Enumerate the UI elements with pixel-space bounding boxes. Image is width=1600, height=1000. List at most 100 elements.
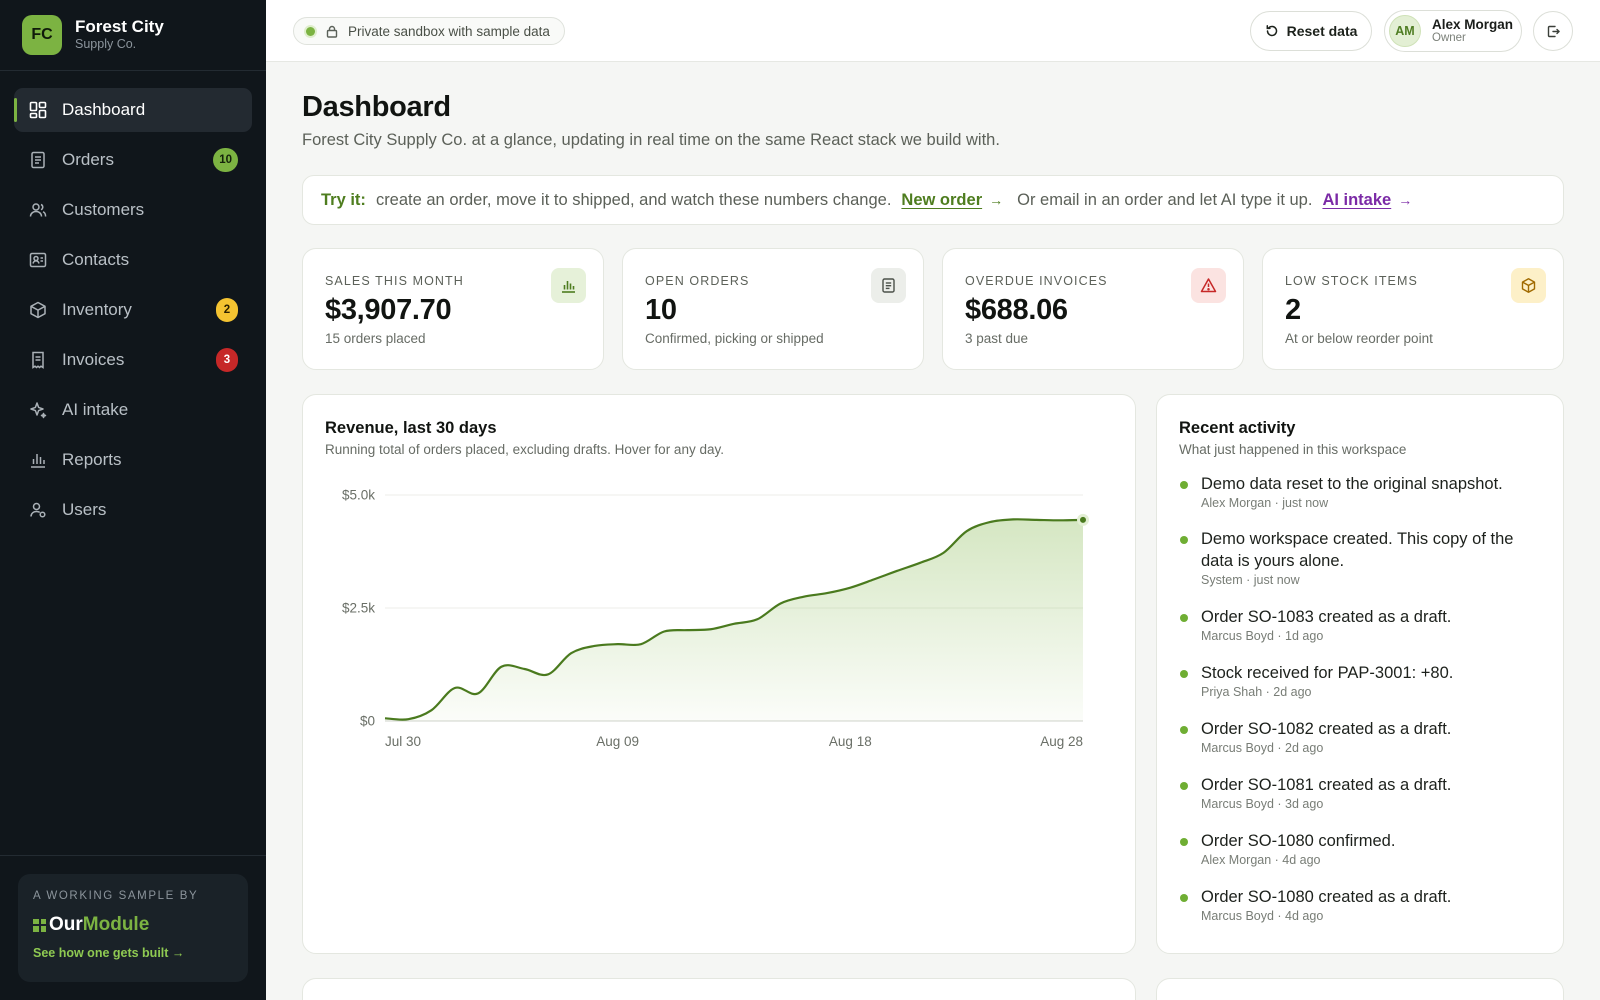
sidebar-item-ai-intake[interactable]: AI intake (14, 388, 252, 432)
activity-subtitle: What just happened in this workspace (1179, 442, 1407, 457)
data-point[interactable] (681, 624, 693, 636)
ai-intake-link[interactable]: AI intake (1322, 190, 1392, 209)
y-tick-label: $2.5k (342, 601, 375, 616)
activity-panel: Recent activity What just happened in th… (1156, 394, 1564, 954)
activity-item: Order SO-1080 confirmed. Alex Morgan · 4… (1179, 830, 1539, 867)
reset-icon (1266, 25, 1277, 37)
x-tick-label: Aug 18 (829, 734, 872, 749)
data-point[interactable] (426, 704, 438, 716)
data-point[interactable] (984, 516, 996, 528)
data-point[interactable] (821, 587, 833, 599)
stat-card-overdue-invoices[interactable]: OVERDUE INVOICES $688.06 3 past due (942, 248, 1244, 370)
brand-logo[interactable]: FC (22, 15, 62, 55)
sidebar-item-contacts[interactable]: Contacts (14, 238, 252, 282)
activity-text: Order SO-1083 created as a draft. (1201, 608, 1452, 626)
activity-text: Order SO-1081 created as a draft. (1201, 776, 1452, 794)
data-point[interactable] (728, 618, 740, 630)
data-point[interactable] (961, 525, 973, 537)
data-point[interactable] (914, 557, 926, 569)
stat-value: $688.06 (965, 294, 1068, 326)
data-point[interactable] (588, 640, 600, 652)
y-tick-label: $5.0k (342, 488, 375, 503)
bullet-dot-icon (1180, 536, 1188, 544)
contacts-icon (28, 250, 48, 270)
activity-meta: System · just now (1201, 573, 1300, 587)
data-point[interactable] (495, 661, 507, 673)
dashboard-icon (28, 100, 48, 120)
try-it-lead: Try it: (321, 190, 366, 209)
try-it-banner: Try it: create an order, move it to ship… (302, 175, 1564, 225)
ourmodule-logo[interactable]: Our Module (33, 914, 233, 936)
brand: FC Forest City Supply Co. (0, 0, 266, 71)
data-point[interactable] (449, 682, 461, 694)
data-point[interactable] (472, 687, 484, 699)
sidebar-item-dashboard[interactable]: Dashboard (14, 88, 252, 132)
stat-card-low-stock[interactable]: LOW STOCK ITEMS 2 At or below reorder po… (1262, 248, 1564, 370)
orders-count-badge: 10 (213, 148, 238, 172)
revenue-subtitle: Running total of orders placed, excludin… (325, 442, 724, 457)
warning-icon (1191, 268, 1226, 303)
avatar: AM (1389, 15, 1421, 47)
bullet-dot-icon (1180, 726, 1188, 734)
reset-data-label: Reset data (1286, 23, 1358, 39)
inventory-icon (28, 300, 48, 320)
data-point[interactable] (844, 582, 856, 594)
user-menu[interactable]: AM Alex Morgan Owner (1384, 10, 1522, 52)
box-icon (1511, 268, 1546, 303)
stat-note: At or below reorder point (1285, 331, 1433, 346)
data-point[interactable] (1030, 514, 1042, 526)
sidebar-item-reports[interactable]: Reports (14, 438, 252, 482)
data-point[interactable] (1054, 514, 1066, 526)
page-title: Dashboard (302, 91, 451, 123)
stat-card-sales[interactable]: SALES THIS MONTH $3,907.70 15 orders pla… (302, 248, 604, 370)
invoices-icon (28, 350, 48, 370)
data-point[interactable] (891, 565, 903, 577)
revenue-panel: Revenue, last 30 days Running total of o… (302, 394, 1136, 954)
latest-data-point[interactable] (1077, 513, 1089, 526)
data-point[interactable] (937, 547, 949, 559)
topbar: Private sandbox with sample data Reset d… (266, 0, 1600, 62)
user-role: Owner (1432, 32, 1466, 45)
ourmodule-mark-icon (33, 918, 46, 932)
data-point[interactable] (542, 668, 554, 680)
data-point[interactable] (658, 626, 670, 638)
sidebar-item-invoices[interactable]: Invoices 3 (14, 338, 252, 382)
sidebar-item-orders[interactable]: Orders 10 (14, 138, 252, 182)
new-order-link[interactable]: New order (901, 190, 983, 209)
see-how-link[interactable]: See how one gets built → (33, 946, 185, 960)
activity-item: Demo workspace created. This copy of the… (1179, 528, 1539, 587)
data-point[interactable] (705, 623, 717, 635)
activity-meta: Priya Shah · 2d ago (1201, 685, 1312, 699)
data-point[interactable] (868, 574, 880, 586)
sidebar-item-label: Customers (62, 200, 145, 219)
data-point[interactable] (798, 591, 810, 603)
data-point[interactable] (612, 638, 624, 650)
data-point[interactable] (775, 597, 787, 609)
activity-text: Order SO-1080 confirmed. (1201, 832, 1396, 850)
activity-item: Order SO-1083 created as a draft. Marcus… (1179, 606, 1539, 643)
bar-chart-icon (551, 268, 586, 303)
sparkle-icon (28, 400, 48, 420)
data-point[interactable] (751, 613, 763, 625)
revenue-chart[interactable]: $5.0k $2.5k $0 Jul 30 Aug 09 Aug 18 Aug 28 (303, 395, 1137, 955)
bullet-dot-icon (1180, 894, 1188, 902)
activity-item: Demo data reset to the original snapshot… (1179, 473, 1539, 510)
reset-data-button[interactable]: Reset data (1250, 11, 1372, 51)
sidebar-item-customers[interactable]: Customers (14, 188, 252, 232)
sidebar-item-inventory[interactable]: Inventory 2 (14, 288, 252, 332)
activity-text: Demo data reset to the original snapshot… (1201, 475, 1503, 493)
data-point[interactable] (379, 712, 391, 724)
sidebar-item-label: Contacts (62, 250, 130, 269)
data-point[interactable] (635, 638, 647, 650)
data-point[interactable] (402, 713, 414, 725)
sidebar-item-users[interactable]: Users (14, 488, 252, 532)
logout-button[interactable] (1533, 11, 1573, 51)
sidebar-item-label: AI intake (62, 400, 129, 419)
inventory-count-badge: 2 (216, 298, 238, 322)
data-point[interactable] (1007, 513, 1019, 525)
sidebar-item-label: Reports (62, 450, 122, 469)
stat-card-open-orders[interactable]: OPEN ORDERS 10 Confirmed, picking or shi… (622, 248, 924, 370)
data-point[interactable] (519, 663, 531, 675)
arrow-right-icon: → (1398, 192, 1413, 208)
data-point[interactable] (565, 647, 577, 659)
